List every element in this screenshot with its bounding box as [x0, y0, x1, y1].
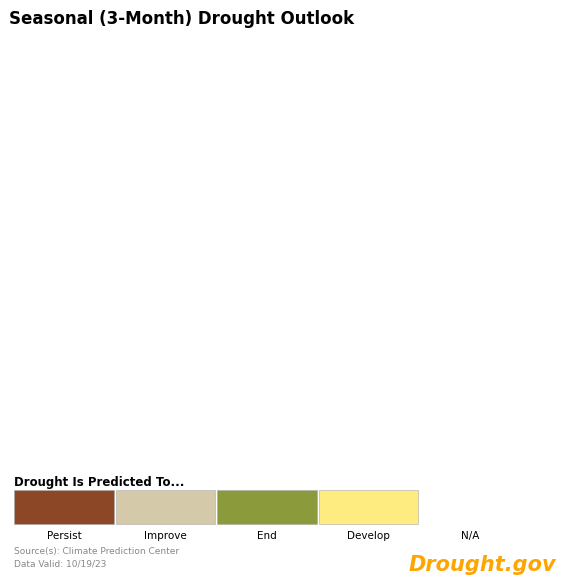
Text: End: End — [257, 531, 277, 541]
FancyBboxPatch shape — [319, 490, 418, 524]
Text: N/A: N/A — [461, 531, 479, 541]
Text: Persist: Persist — [47, 531, 82, 541]
Text: Drought.gov: Drought.gov — [408, 555, 556, 575]
Text: Seasonal (3-Month) Drought Outlook: Seasonal (3-Month) Drought Outlook — [9, 10, 353, 28]
FancyBboxPatch shape — [217, 490, 317, 524]
FancyBboxPatch shape — [14, 490, 114, 524]
Text: Improve: Improve — [144, 531, 187, 541]
Text: Source(s): Climate Prediction Center
Data Valid: 10/19/23: Source(s): Climate Prediction Center Dat… — [14, 547, 180, 569]
FancyBboxPatch shape — [116, 490, 215, 524]
Text: Develop: Develop — [347, 531, 390, 541]
Text: Drought Is Predicted To...: Drought Is Predicted To... — [14, 476, 185, 489]
